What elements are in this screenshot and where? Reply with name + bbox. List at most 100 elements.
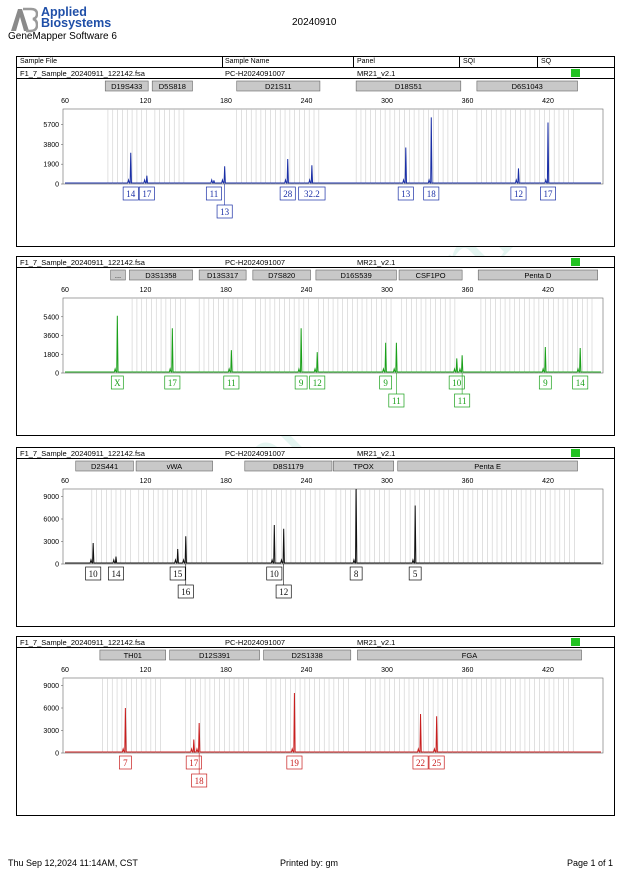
svg-text:D7S820: D7S820: [268, 271, 295, 280]
allele-call-label[interactable]: 7: [119, 755, 132, 770]
marker-d18s51[interactable]: D18S51: [355, 80, 462, 92]
marker-d13s317[interactable]: D13S317: [198, 269, 247, 281]
allele-call-label[interactable]: 32.2: [298, 186, 326, 201]
svg-text:14: 14: [111, 569, 121, 579]
applied-biosystems-logo: Applied Biosystems: [8, 5, 112, 45]
marker-penta-d[interactable]: Penta D: [477, 269, 598, 281]
allele-call-label[interactable]: 8: [349, 566, 363, 581]
svg-text:Penta E: Penta E: [474, 462, 501, 471]
quality-flag-icon: [571, 69, 580, 77]
allele-call-label[interactable]: 14: [122, 186, 139, 201]
y-tick-label: 3000: [43, 539, 59, 546]
x-tick-label: 120: [140, 667, 152, 674]
marker--[interactable]: ...: [110, 269, 126, 281]
allele-call-label[interactable]: 13: [397, 186, 414, 201]
marker-tpox[interactable]: TPOX: [333, 460, 395, 472]
allele-call-label[interactable]: 12: [275, 564, 292, 599]
svg-text:22: 22: [416, 758, 425, 768]
allele-call-label[interactable]: 16: [177, 564, 194, 599]
marker-d2s441[interactable]: D2S441: [75, 460, 134, 472]
marker-d3s1358[interactable]: D3S1358: [129, 269, 193, 281]
sample-name: PC-H2024091007: [225, 69, 286, 78]
allele-call-label[interactable]: 11: [454, 373, 471, 408]
allele-call-label[interactable]: 19: [286, 755, 303, 770]
x-tick-label: 300: [381, 478, 393, 485]
allele-call-label[interactable]: 28: [279, 186, 296, 201]
allele-call-label[interactable]: 12: [510, 186, 527, 201]
svg-text:FGA: FGA: [462, 651, 477, 660]
allele-call-label[interactable]: 10: [266, 566, 283, 581]
allele-call-label[interactable]: 17: [540, 186, 556, 201]
x-tick-label: 420: [542, 98, 554, 105]
svg-text:10: 10: [270, 569, 280, 579]
allele-call-label[interactable]: 12: [309, 375, 326, 390]
brand-line1: Applied: [41, 5, 87, 19]
y-tick-label: 0: [55, 562, 59, 569]
allele-call-label[interactable]: 11: [388, 373, 405, 408]
marker-d19s433[interactable]: D19S433: [104, 80, 149, 92]
svg-text:D2S441: D2S441: [91, 462, 118, 471]
marker-d8s1179[interactable]: D8S1179: [244, 460, 333, 472]
marker-d2s1338[interactable]: D2S1338: [263, 649, 352, 661]
svg-text:X: X: [114, 378, 121, 388]
marker-vwa[interactable]: vWA: [135, 460, 213, 472]
panel-info-row: F1_7_Sample_20240911_122142.fsa PC-H20240…: [17, 637, 614, 648]
allele-call-label[interactable]: 10: [448, 375, 465, 390]
svg-text:15: 15: [173, 569, 183, 579]
svg-text:10: 10: [452, 378, 462, 388]
marker-d6s1043[interactable]: D6S1043: [476, 80, 578, 92]
allele-call-label[interactable]: 17: [185, 755, 202, 770]
quality-flag-icon: [571, 638, 580, 646]
svg-text:9: 9: [383, 378, 388, 388]
allele-call-label[interactable]: 17: [138, 186, 155, 201]
allele-call-label[interactable]: 15: [169, 566, 186, 581]
header-sq: SQ: [541, 58, 552, 65]
allele-call-label[interactable]: 11: [223, 375, 240, 390]
allele-call-label[interactable]: X: [110, 375, 124, 390]
marker-d21s11[interactable]: D21S11: [236, 80, 321, 92]
svg-text:17: 17: [168, 378, 178, 388]
x-tick-label: 360: [462, 98, 474, 105]
marker-th01[interactable]: TH01: [99, 649, 166, 661]
svg-text:13: 13: [401, 189, 411, 199]
marker-penta-e[interactable]: Penta E: [397, 460, 578, 472]
sample-file: F1_7_Sample_20240911_122142.fsa: [20, 69, 145, 78]
svg-text:...: ...: [115, 271, 121, 280]
allele-call-label[interactable]: 18: [191, 753, 208, 788]
allele-call-label[interactable]: 10: [85, 566, 102, 581]
allele-call-label[interactable]: 18: [423, 186, 440, 201]
svg-text:D3S1358: D3S1358: [145, 271, 176, 280]
plot-area: [62, 488, 604, 565]
allele-bins: [91, 489, 575, 564]
svg-text:D21S11: D21S11: [265, 82, 292, 91]
svg-text:11: 11: [392, 396, 401, 406]
marker-d5s818[interactable]: D5S818: [151, 80, 193, 92]
allele-call-label[interactable]: 17: [164, 375, 181, 390]
allele-call-label[interactable]: 25: [428, 755, 445, 770]
marker-csf1po[interactable]: CSF1PO: [398, 269, 463, 281]
allele-call-label[interactable]: 5: [408, 566, 422, 581]
allele-call-label[interactable]: 13: [216, 184, 233, 219]
allele-call-label[interactable]: 14: [572, 375, 589, 390]
allele-call-label[interactable]: 9: [379, 375, 393, 390]
marker-d7s820[interactable]: D7S820: [252, 269, 311, 281]
allele-call-label[interactable]: 22: [412, 755, 429, 770]
svg-text:D8S1179: D8S1179: [273, 462, 304, 471]
svg-text:D16S539: D16S539: [341, 271, 372, 280]
allele-call-label[interactable]: 11: [205, 186, 222, 201]
x-tick-label: 300: [381, 98, 393, 105]
y-tick-label: 3000: [43, 728, 59, 735]
marker-d12s391[interactable]: D12S391: [169, 649, 260, 661]
signal-trace: [65, 692, 601, 753]
allele-call-label[interactable]: 9: [294, 375, 308, 390]
allele-call-label[interactable]: 9: [538, 375, 552, 390]
x-tick-label: 240: [301, 667, 313, 674]
x-tick-label: 240: [301, 478, 313, 485]
allele-call-label[interactable]: 14: [108, 566, 124, 581]
marker-d16s539[interactable]: D16S539: [315, 269, 397, 281]
marker-fga[interactable]: FGA: [357, 649, 582, 661]
plot-area: [62, 677, 604, 754]
svg-text:7: 7: [123, 758, 128, 768]
y-tick-label: 1800: [43, 352, 59, 359]
